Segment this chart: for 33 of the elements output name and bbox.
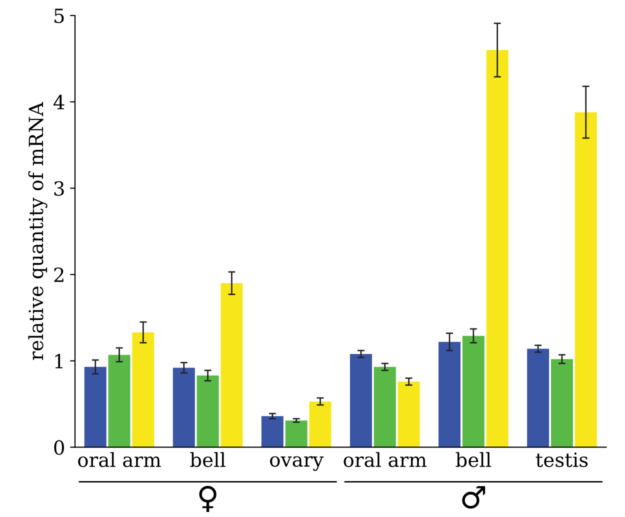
bar xyxy=(550,359,573,448)
bar xyxy=(462,336,484,448)
bar xyxy=(132,332,154,448)
bar xyxy=(285,420,308,448)
bar xyxy=(438,342,461,448)
x-tick-label: bell xyxy=(456,452,492,468)
y-axis-title: relative quantity of mRNA xyxy=(28,102,48,360)
y-tick-label: 2 xyxy=(54,267,64,282)
bar xyxy=(574,112,597,448)
y-tick-label: 5 xyxy=(54,8,64,24)
bar xyxy=(350,354,372,448)
bar xyxy=(261,416,284,448)
bar xyxy=(374,366,396,448)
x-tick-label: oral arm xyxy=(344,452,427,468)
bar xyxy=(196,376,219,448)
bar xyxy=(398,382,420,448)
y-tick-label: 0 xyxy=(54,440,64,455)
bar xyxy=(172,368,195,448)
bar xyxy=(527,348,550,448)
x-tick-label: bell xyxy=(190,452,226,468)
x-tick-label: ovary xyxy=(270,456,324,471)
bar xyxy=(220,283,243,448)
x-tick-label: testis xyxy=(536,452,588,468)
y-tick-label: 1 xyxy=(55,354,63,368)
y-tick-label: 3 xyxy=(54,181,64,196)
bar xyxy=(309,401,332,448)
y-tick-label: 4 xyxy=(54,94,64,110)
bar xyxy=(486,50,508,448)
x-tick-label: oral arm xyxy=(78,452,161,468)
bar xyxy=(108,354,130,448)
text: ♀ xyxy=(199,486,216,512)
text: ♂ xyxy=(462,486,486,509)
bar xyxy=(84,366,106,448)
